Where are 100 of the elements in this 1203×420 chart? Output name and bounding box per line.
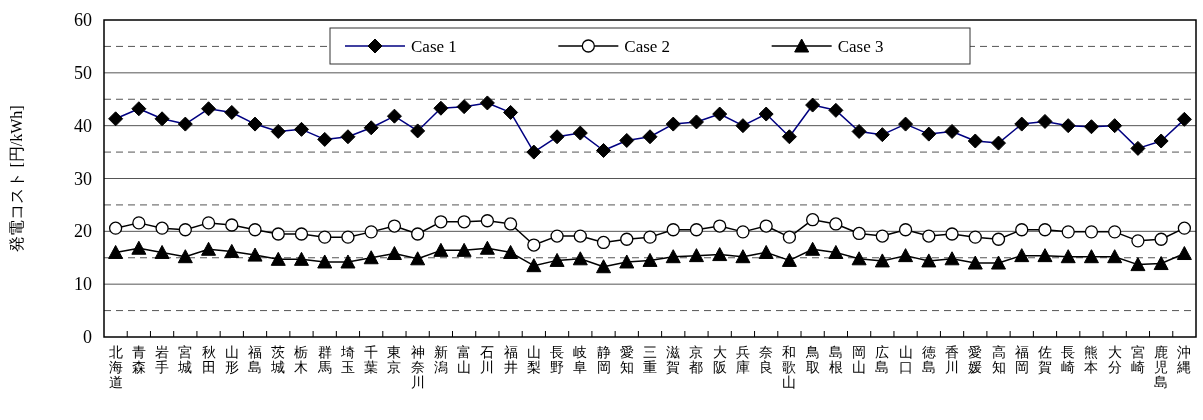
x-tick-label: 栃木 bbox=[294, 345, 309, 375]
point bbox=[1177, 221, 1192, 235]
point bbox=[248, 223, 262, 237]
x-tick-label: 広島 bbox=[875, 345, 890, 375]
point bbox=[527, 238, 541, 252]
x-tick-label: 大分 bbox=[1107, 345, 1122, 375]
point bbox=[549, 252, 565, 267]
point bbox=[155, 221, 169, 235]
point bbox=[1038, 223, 1052, 237]
point bbox=[829, 217, 843, 231]
point bbox=[434, 215, 448, 229]
point bbox=[177, 249, 193, 264]
point bbox=[201, 216, 216, 230]
point bbox=[341, 230, 355, 244]
point bbox=[620, 232, 634, 246]
x-tick-label: 沖縄 bbox=[1176, 345, 1192, 375]
point bbox=[689, 223, 704, 237]
point bbox=[805, 213, 820, 227]
point bbox=[781, 252, 797, 267]
point bbox=[1015, 223, 1029, 237]
x-tick-label: 高知 bbox=[991, 345, 1006, 375]
point bbox=[1108, 225, 1122, 239]
point bbox=[503, 217, 518, 231]
x-tick-label: 鳥取 bbox=[804, 345, 820, 375]
x-tick-label: 宮城 bbox=[177, 345, 193, 375]
x-tick-label: 埼玉 bbox=[339, 345, 355, 375]
point bbox=[293, 251, 309, 266]
point bbox=[619, 254, 635, 269]
point bbox=[642, 252, 658, 267]
point bbox=[225, 218, 239, 232]
x-tick-label: 東京 bbox=[387, 345, 402, 375]
point bbox=[898, 248, 914, 263]
y-tick-label: 20 bbox=[74, 221, 92, 242]
x-tick-label: 山形 bbox=[224, 345, 239, 375]
point bbox=[968, 230, 982, 244]
point bbox=[1153, 256, 1169, 271]
x-tick-label: 香川 bbox=[945, 345, 960, 375]
x-tick-label: 熊本 bbox=[1084, 345, 1099, 375]
point bbox=[596, 259, 612, 274]
point bbox=[108, 244, 124, 259]
point bbox=[480, 214, 495, 228]
point bbox=[1130, 257, 1146, 272]
point bbox=[1154, 232, 1168, 246]
point bbox=[201, 241, 217, 256]
x-tick-label: 愛媛 bbox=[968, 345, 983, 375]
point bbox=[457, 215, 471, 229]
point bbox=[411, 227, 425, 241]
point bbox=[1061, 225, 1075, 239]
point bbox=[1084, 225, 1099, 239]
y-axis-title: 発電コスト [円/kWh] bbox=[8, 105, 25, 252]
point bbox=[922, 229, 936, 243]
point bbox=[1014, 248, 1030, 263]
point bbox=[294, 227, 309, 241]
point bbox=[898, 223, 913, 237]
point bbox=[713, 219, 727, 233]
point bbox=[758, 244, 774, 259]
y-tick-label: 50 bbox=[74, 62, 92, 83]
x-tick-label: 山梨 bbox=[526, 345, 541, 375]
point bbox=[851, 251, 867, 266]
point bbox=[433, 242, 449, 257]
x-tick-label: 岩手 bbox=[155, 345, 170, 375]
point bbox=[526, 258, 542, 273]
point bbox=[550, 229, 564, 243]
y-tick-label: 60 bbox=[74, 10, 92, 30]
point bbox=[363, 250, 379, 265]
point bbox=[573, 229, 587, 243]
point bbox=[852, 226, 866, 241]
x-tick-label: 静岡 bbox=[596, 345, 611, 375]
x-tick-label: 福岡 bbox=[1014, 345, 1029, 375]
x-tick-label: 福島 bbox=[248, 345, 263, 375]
x-tick-label: 石川 bbox=[480, 345, 495, 375]
point bbox=[1037, 248, 1053, 263]
point bbox=[759, 219, 773, 233]
x-tick-label: 和歌山 bbox=[782, 345, 797, 390]
x-tick-label: 兵庫 bbox=[735, 345, 750, 375]
point bbox=[364, 225, 378, 239]
point bbox=[318, 230, 332, 244]
point bbox=[131, 240, 147, 255]
point bbox=[1131, 234, 1145, 248]
point bbox=[340, 254, 356, 269]
point bbox=[828, 244, 844, 259]
legend-label: Case 1 bbox=[411, 37, 457, 56]
point bbox=[875, 229, 889, 243]
x-tick-label: 千葉 bbox=[364, 345, 379, 375]
y-tick-label: 10 bbox=[74, 274, 92, 295]
x-tick-label: 大阪 bbox=[712, 345, 727, 375]
point bbox=[596, 235, 611, 250]
point bbox=[1107, 249, 1123, 264]
x-tick-label: 山口 bbox=[898, 345, 913, 375]
x-tick-label: 新潟 bbox=[433, 345, 448, 375]
point bbox=[991, 255, 1007, 270]
point bbox=[735, 249, 751, 264]
x-tick-label: 秋田 bbox=[201, 345, 216, 375]
x-tick-label: 岡山 bbox=[852, 345, 867, 375]
point bbox=[736, 225, 750, 239]
point bbox=[154, 244, 170, 259]
point bbox=[921, 253, 937, 268]
point bbox=[270, 251, 286, 266]
point bbox=[271, 227, 285, 241]
point bbox=[386, 246, 402, 261]
